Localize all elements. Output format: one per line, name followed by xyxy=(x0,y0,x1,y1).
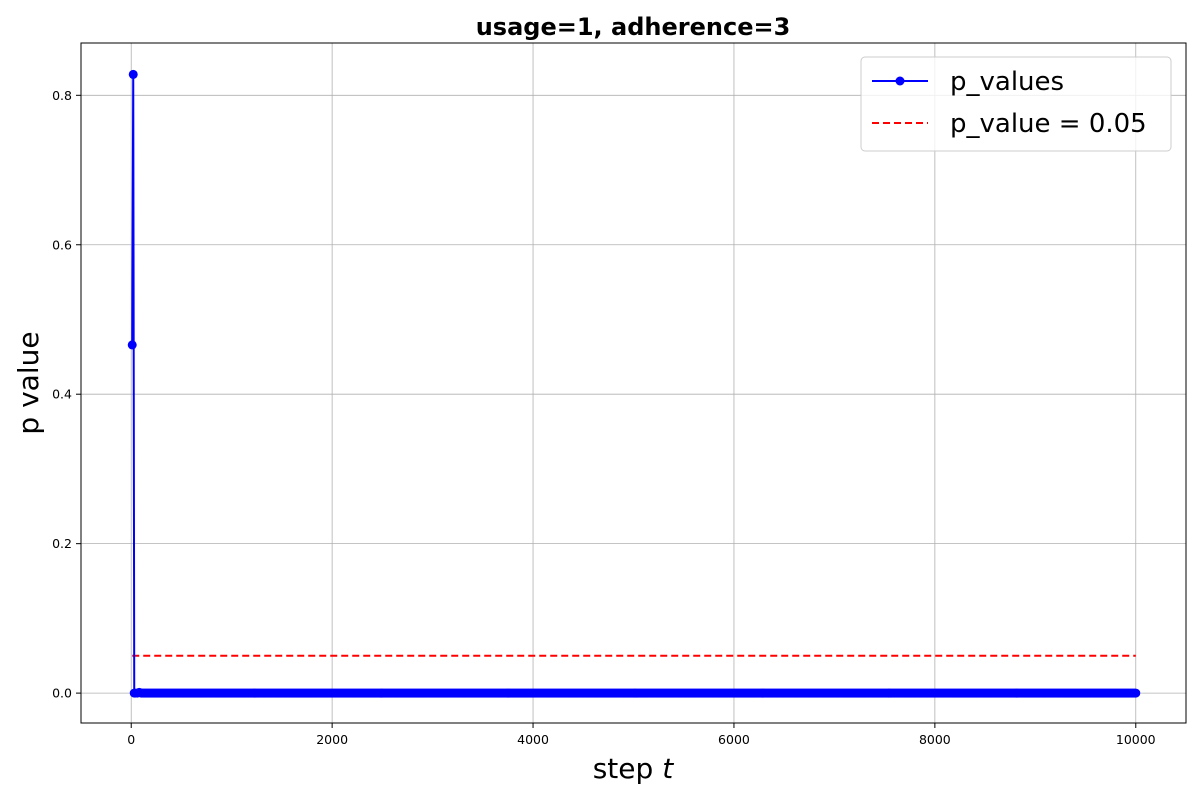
x-tick-label: 0 xyxy=(127,732,135,747)
y-tick-label: 0.4 xyxy=(52,387,72,402)
x-tick-label: 8000 xyxy=(919,732,951,747)
legend-marker-p-values xyxy=(895,76,905,86)
x-axis-label-text: step xyxy=(593,752,654,785)
legend-label-threshold: p_value = 0.05 xyxy=(950,109,1147,139)
y-tick-label: 0.2 xyxy=(52,536,72,551)
legend-label-p-values: p_values xyxy=(950,67,1064,97)
plot-frame xyxy=(80,42,1187,724)
legend-box xyxy=(860,56,1172,152)
x-tick-label: 6000 xyxy=(718,732,750,747)
chart-title: usage=1, adherence=3 xyxy=(476,13,791,41)
x-axis-label: step t xyxy=(593,752,675,785)
p-values-point xyxy=(127,340,137,350)
x-tick-label: 2000 xyxy=(316,732,348,747)
y-tick-label: 0.6 xyxy=(52,237,72,252)
p-values-point xyxy=(128,69,138,79)
x-tick-label: 10000 xyxy=(1116,732,1156,747)
x-tick-label: 4000 xyxy=(517,732,549,747)
series-layer xyxy=(127,69,1141,698)
y-tick-label: 0.0 xyxy=(52,686,72,701)
p-values-point xyxy=(1131,688,1141,698)
ticks: 0 2000 4000 6000 8000 10000 0.0 0.2 0.4 0.6 0.8 xyxy=(52,88,1156,747)
p-values-point xyxy=(136,688,146,698)
y-axis-label: p value xyxy=(12,331,45,434)
x-axis-label-variable: t xyxy=(662,752,674,785)
y-tick-label: 0.8 xyxy=(52,88,72,103)
legend: p_values p_value = 0.05 xyxy=(860,56,1172,152)
